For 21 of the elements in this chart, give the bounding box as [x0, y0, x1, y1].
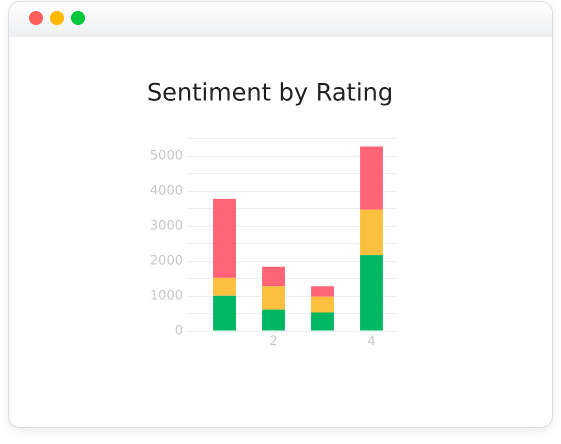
bar — [360, 255, 383, 330]
bar — [262, 286, 285, 310]
chart-title: Sentiment by Rating — [146, 78, 394, 107]
x-tick-label: 4 — [367, 334, 376, 350]
bar — [311, 296, 334, 312]
bar — [360, 210, 383, 256]
bar — [262, 266, 285, 286]
bar — [360, 146, 383, 210]
bar — [262, 310, 285, 330]
y-tick-label: 4000 — [150, 184, 183, 199]
y-tick-label: 5000 — [150, 148, 183, 164]
y-tick-label: 3000 — [150, 218, 183, 234]
bar — [311, 286, 334, 297]
x-tick-label: 2 — [269, 334, 278, 350]
y-tick-label: 2000 — [150, 253, 183, 268]
y-tick-label: 0 — [174, 323, 183, 338]
bar — [213, 198, 236, 278]
bar — [213, 296, 236, 330]
y-tick-label: 1000 — [150, 288, 183, 304]
bar — [311, 312, 334, 330]
bar — [213, 278, 236, 296]
